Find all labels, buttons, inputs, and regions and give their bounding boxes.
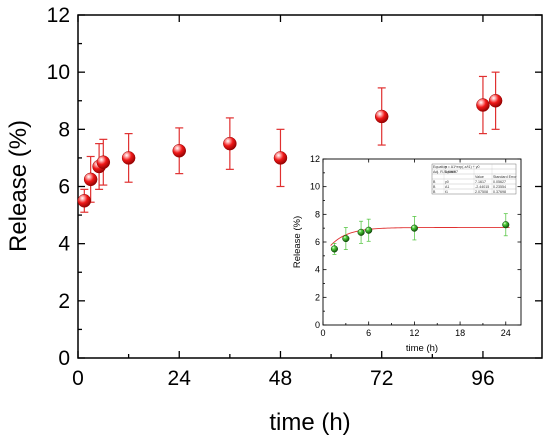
data-point — [121, 151, 136, 165]
x-tick-label: 24 — [501, 328, 511, 338]
x-tick-label: 0 — [320, 328, 325, 338]
fit-table-cell: Standard Error — [493, 175, 517, 179]
x-tick-label: 6 — [366, 328, 371, 338]
main-x-axis-label: time (h) — [269, 409, 350, 436]
data-point — [374, 109, 389, 124]
y-tick-label: 6 — [58, 176, 70, 199]
main-y-axis-label: Release (%) — [5, 120, 32, 252]
x-tick-label: 24 — [168, 367, 192, 390]
fit-table-cell: Adj. R-Square — [433, 170, 456, 174]
x-tick-label: 48 — [269, 367, 292, 390]
y-tick-label: 10 — [47, 61, 70, 84]
data-point — [83, 172, 98, 187]
data-point — [223, 136, 237, 151]
fit-table-cell: 7.1617 — [475, 180, 486, 184]
fit-table-cell: t1 — [445, 190, 448, 194]
y-tick-label: 12 — [47, 4, 70, 27]
data-point — [330, 245, 338, 253]
fit-table-cell: 0.99657 — [445, 170, 458, 174]
y-tick-label: 4 — [58, 233, 70, 256]
y-tick-label: 6 — [315, 237, 320, 247]
data-point — [488, 94, 503, 108]
x-tick-label: 18 — [455, 328, 465, 338]
fit-table-cell: 2.07508 — [475, 190, 488, 194]
fit-table-cell: Value — [475, 175, 484, 179]
y-tick-label: 2 — [315, 292, 320, 302]
y-tick-label: 2 — [58, 290, 70, 313]
data-point — [273, 151, 288, 165]
x-tick-label: 0 — [72, 367, 84, 390]
y-tick-label: 0 — [58, 347, 70, 370]
y-tick-label: 12 — [310, 154, 320, 164]
fit-table-cell: -2.44015 — [475, 185, 489, 189]
fit-table-cell: y0 — [445, 180, 449, 184]
y-tick-label: 8 — [315, 209, 320, 219]
fit-table-cell: 0.23554 — [493, 185, 506, 189]
data-point — [476, 98, 490, 112]
fit-table-cell: B — [433, 180, 436, 184]
inset-y-axis-label: Release (%) — [292, 216, 303, 268]
data-point — [172, 144, 186, 158]
x-tick-label: 96 — [471, 367, 494, 390]
data-point — [96, 155, 111, 169]
fit-table-cell: y = A1*exp(-x/t1) + y0 — [445, 165, 480, 169]
fit-table-cell: 0.05627 — [493, 180, 506, 184]
data-point — [357, 228, 365, 236]
main-data-points — [77, 94, 503, 208]
fit-table-cell: 0.37698 — [493, 190, 506, 194]
inset-data-points — [330, 221, 510, 253]
x-tick-label: 12 — [409, 328, 419, 338]
fit-table-cell: Equation — [433, 165, 447, 169]
data-point — [365, 226, 373, 234]
data-point — [77, 194, 92, 208]
fit-table-cell: B — [433, 185, 436, 189]
y-tick-label: 10 — [310, 182, 320, 192]
fit-table-cell: B — [433, 190, 436, 194]
data-point — [410, 224, 418, 232]
data-point — [502, 221, 510, 229]
y-tick-label: 0 — [315, 320, 320, 330]
data-point — [342, 234, 350, 243]
inset-x-axis-label: time (h) — [406, 343, 438, 354]
fit-table-cell: A1 — [445, 185, 449, 189]
x-tick-label: 72 — [370, 367, 393, 390]
y-tick-label: 4 — [315, 265, 320, 275]
y-tick-label: 8 — [58, 118, 70, 141]
